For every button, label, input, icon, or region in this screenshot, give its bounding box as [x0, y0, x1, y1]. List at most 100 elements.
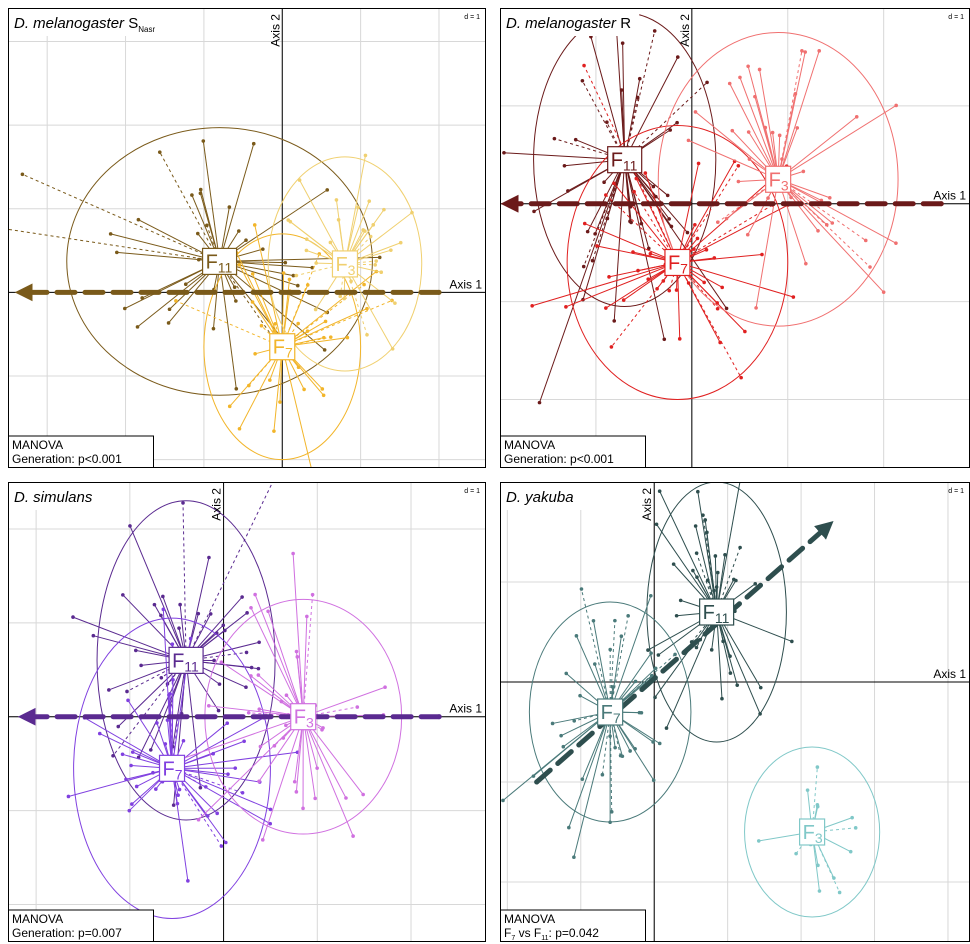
data-point: [803, 50, 808, 54]
spoke-line: [219, 261, 237, 389]
data-point: [66, 794, 71, 799]
spoke-line: [677, 262, 742, 378]
data-point: [291, 273, 296, 278]
data-point: [794, 851, 798, 856]
spoke-line: [656, 524, 718, 613]
spoke-line: [302, 716, 354, 837]
data-point: [259, 323, 264, 328]
data-point: [314, 261, 318, 265]
data-point: [257, 779, 261, 784]
spoke-line: [186, 651, 247, 661]
group-label: F11: [206, 251, 233, 275]
data-point: [325, 188, 330, 192]
spoke-line: [236, 252, 283, 347]
data-point: [561, 744, 566, 749]
data-point: [310, 592, 315, 597]
data-point: [635, 95, 640, 100]
data-point: [705, 80, 709, 85]
data-point: [743, 329, 747, 334]
spoke-line: [302, 716, 323, 731]
data-point: [850, 815, 854, 820]
spoke-line: [292, 553, 304, 717]
data-point: [284, 723, 288, 728]
data-point: [305, 329, 310, 333]
spoke-line: [110, 233, 220, 262]
data-point: [237, 426, 242, 431]
data-point: [249, 674, 253, 678]
data-point: [801, 169, 806, 174]
data-point: [152, 602, 157, 607]
spoke-line: [777, 51, 806, 180]
data-point: [654, 522, 659, 527]
data-point: [604, 193, 608, 197]
data-point: [582, 221, 587, 226]
data-point: [653, 695, 657, 700]
spoke-line: [565, 262, 678, 308]
plot-background: [500, 482, 970, 942]
data-point: [609, 345, 614, 349]
data-point: [714, 585, 719, 589]
data-point: [720, 285, 725, 290]
spoke-line: [171, 767, 260, 783]
data-point: [686, 138, 691, 143]
data-point: [365, 306, 369, 311]
spoke-line: [609, 615, 629, 713]
data-point: [246, 710, 251, 715]
data-point: [253, 352, 257, 356]
data-point: [154, 787, 158, 791]
data-point: [671, 562, 676, 566]
chart-simulans: F11 F7 F3 Axis 1 Axis 2 d = 1 D. simulans MANOV…: [8, 482, 486, 942]
data-point: [245, 611, 249, 615]
data-point: [266, 609, 270, 614]
data-point: [296, 365, 301, 370]
spoke-line: [503, 152, 625, 161]
axis-2-label: Axis 2: [210, 488, 224, 521]
spoke-line: [126, 659, 187, 692]
title-background: [500, 482, 582, 510]
spoke-line: [622, 43, 626, 160]
data-point: [355, 705, 360, 709]
spoke-line: [624, 56, 679, 160]
spoke-line: [344, 263, 376, 266]
ellipse-F7: [566, 124, 789, 400]
data-point: [655, 286, 659, 291]
stats-test: MANOVA: [12, 912, 63, 926]
data-point: [368, 234, 373, 239]
spoke-line: [777, 50, 820, 180]
data-point: [336, 218, 341, 222]
data-point: [713, 554, 718, 558]
data-point: [720, 696, 724, 701]
data-point: [139, 663, 143, 668]
data-point: [127, 808, 132, 813]
spoke-line: [8, 228, 220, 262]
data-point: [581, 264, 586, 269]
panel-frame: [8, 8, 486, 468]
data-point: [223, 628, 227, 633]
label-box: [607, 146, 643, 174]
data-point: [305, 614, 309, 619]
label-F3: F3: [799, 818, 826, 846]
data-point: [257, 640, 261, 645]
data-point: [373, 263, 377, 267]
label-F7: F7: [158, 754, 186, 782]
data-point: [272, 429, 276, 433]
label-F7: F7: [269, 333, 296, 361]
spoke-line: [739, 77, 779, 180]
spoke-line: [696, 552, 718, 613]
ellipse-F3: [744, 746, 881, 918]
data-point: [696, 489, 700, 494]
data-point: [612, 319, 617, 323]
data-point: [651, 740, 655, 744]
data-point: [662, 337, 667, 342]
title-background: [8, 8, 164, 36]
spoke-line: [754, 96, 779, 180]
panel-title: D. simulans: [14, 489, 93, 506]
data-point: [226, 772, 230, 776]
group-label: F7: [163, 758, 183, 782]
data-point: [374, 259, 378, 263]
axis-1-label: Axis 1: [449, 702, 482, 716]
data-point: [256, 673, 261, 677]
spoke-line: [185, 660, 201, 788]
spoke-line: [755, 179, 779, 308]
